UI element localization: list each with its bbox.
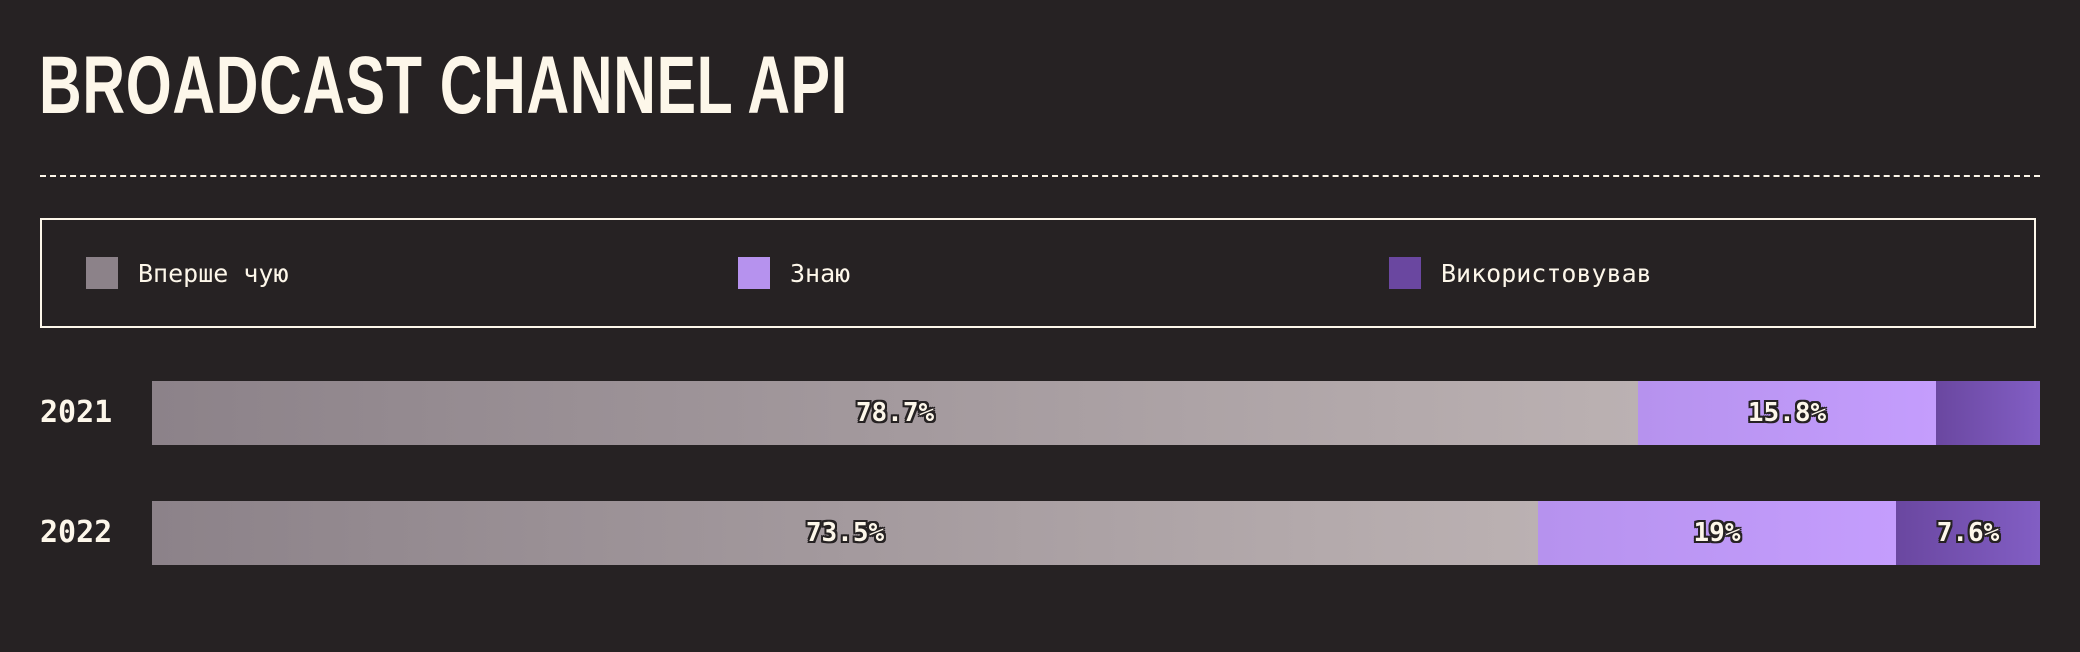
- bar-segment-2022-2: 7.6%: [1896, 501, 2040, 565]
- bar-row-2021: 78.7% 15.8%: [152, 381, 2040, 445]
- bar-segment-2022-1: 19%: [1538, 501, 1896, 565]
- bar-value-label-2022-0: 73.5%: [805, 518, 885, 548]
- chart-title: BROADCAST CHANNEL API: [39, 40, 848, 131]
- row-label-2022: 2022: [40, 515, 113, 550]
- legend-label-1: Знаю: [790, 258, 851, 288]
- legend-label-0: Вперше чую: [138, 258, 289, 288]
- legend-swatch-2: [1389, 257, 1421, 289]
- title-divider: [40, 175, 2040, 177]
- bar-value-label-2021-1: 15.8%: [1747, 398, 1827, 428]
- bar-value-label-2021-0: 78.7%: [855, 398, 935, 428]
- legend-item-1: Знаю: [738, 220, 850, 326]
- bar-value-label-2022-1: 19%: [1693, 518, 1741, 548]
- legend-item-0: Вперше чую: [86, 220, 289, 326]
- legend-swatch-0: [86, 257, 118, 289]
- row-label-2021: 2021: [40, 395, 113, 430]
- legend-swatch-1: [738, 257, 770, 289]
- bar-value-label-2022-2: 7.6%: [1936, 518, 2000, 548]
- legend: Вперше чую Знаю Використовував: [40, 218, 2036, 328]
- bar-segment-2021-1: 15.8%: [1638, 381, 1936, 445]
- legend-item-2: Використовував: [1389, 220, 1652, 326]
- bar-segment-2021-2: [1936, 381, 2040, 445]
- bar-segment-2021-0: 78.7%: [152, 381, 1638, 445]
- legend-label-2: Використовував: [1441, 258, 1652, 288]
- bar-row-2022: 73.5% 19% 7.6%: [152, 501, 2040, 565]
- bar-segment-2022-0: 73.5%: [152, 501, 1538, 565]
